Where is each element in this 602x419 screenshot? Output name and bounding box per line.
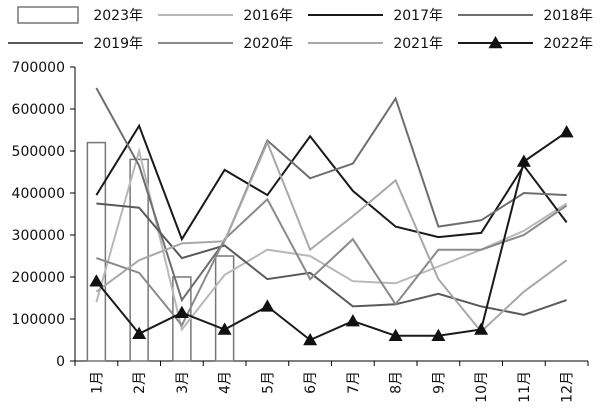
marker-2022	[89, 274, 104, 287]
marker-2022	[431, 328, 446, 342]
series-line-2022年	[95, 131, 568, 342]
legend-marker	[488, 36, 503, 49]
legend-label: 2023年	[93, 8, 143, 24]
marker-2022	[474, 322, 489, 335]
x-tick-label: 4月	[218, 371, 234, 394]
x-tick-label: 5月	[260, 371, 276, 394]
series-line-2019年	[96, 202, 567, 316]
legend-swatch	[17, 6, 79, 24]
legend-label: 2018年	[543, 8, 593, 24]
y-tick-label: 700000	[12, 60, 65, 76]
x-tick-label: 8月	[389, 371, 405, 394]
x-tick-label: 9月	[431, 371, 447, 394]
y-tick-label: 400000	[12, 186, 65, 202]
line-series	[95, 87, 568, 342]
series-line-2020年	[96, 197, 568, 328]
x-tick-label: 11月	[517, 371, 533, 403]
legend-label: 2017年	[393, 8, 443, 24]
marker-2022	[303, 333, 318, 346]
x-tick-label: 10月	[474, 371, 490, 403]
marker-2022	[217, 322, 232, 335]
y-tick-label: 500000	[12, 144, 65, 160]
x-tick-label: 6月	[303, 371, 319, 394]
x-tick-label: 12月	[560, 371, 576, 403]
legend-label: 2016年	[243, 8, 293, 24]
marker-2022	[559, 125, 574, 138]
legend-label: 2020年	[243, 36, 293, 52]
x-tick-label: 7月	[346, 371, 362, 394]
y-axis: 0 100000 200000 300000 400000 500000 600000 700…	[12, 60, 76, 370]
y-tick-label: 200000	[12, 270, 65, 286]
x-tick-label: 3月	[175, 371, 191, 394]
x-tick-label: 2月	[132, 371, 148, 394]
marker-series	[89, 125, 574, 346]
legend-label: 2019年	[93, 36, 143, 52]
y-tick-label: 600000	[12, 102, 65, 118]
marker-2022	[260, 299, 275, 312]
legend-label: 2022年	[543, 36, 593, 52]
legend-label: 2021年	[393, 36, 443, 52]
legend: 2023年 2016年 2017年 2018年 2019年 2020年 2021年 2022年	[8, 6, 593, 52]
series-line-2021年	[95, 139, 568, 334]
series-line-2018年	[95, 87, 567, 303]
marker-2022	[516, 154, 531, 167]
y-tick-label: 100000	[12, 312, 65, 328]
series-line-2017年	[95, 123, 568, 242]
y-tick-label: 0	[56, 354, 65, 370]
y-tick-label: 300000	[12, 228, 65, 244]
x-axis: 1月 2月 3月 4月 5月 6月 7月 8月 9月 10月 11月 12月	[74, 360, 589, 403]
marker-2022	[345, 314, 360, 327]
x-tick-label: 1月	[89, 371, 105, 394]
marker-2022	[388, 328, 403, 342]
marker-2022	[132, 326, 147, 339]
marker-2022	[174, 305, 189, 318]
bar-2023	[86, 141, 107, 362]
